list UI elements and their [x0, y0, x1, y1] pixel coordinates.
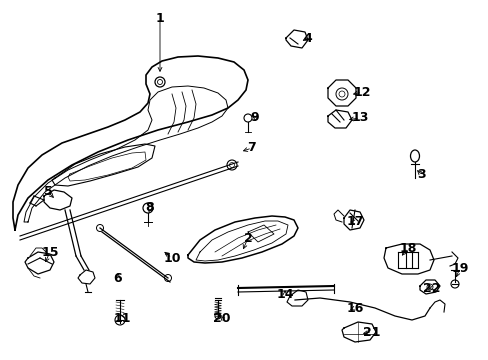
Text: 16: 16 — [346, 301, 363, 315]
Text: 17: 17 — [346, 216, 363, 229]
Text: 9: 9 — [250, 112, 259, 125]
Text: 8: 8 — [145, 202, 154, 215]
Text: 6: 6 — [113, 271, 122, 284]
Text: 7: 7 — [247, 141, 256, 154]
Text: 22: 22 — [423, 282, 440, 294]
Text: 3: 3 — [417, 168, 426, 181]
Text: 12: 12 — [352, 85, 370, 99]
Text: 2: 2 — [243, 231, 252, 244]
Text: 15: 15 — [41, 246, 59, 258]
Text: 20: 20 — [213, 311, 230, 324]
Text: 21: 21 — [363, 325, 380, 338]
Text: 1: 1 — [155, 12, 164, 24]
Text: 13: 13 — [350, 112, 368, 125]
Text: 19: 19 — [450, 261, 468, 274]
Text: 4: 4 — [303, 31, 312, 45]
Text: 11: 11 — [113, 311, 130, 324]
Text: 18: 18 — [399, 242, 416, 255]
Text: 14: 14 — [276, 288, 293, 301]
Text: 10: 10 — [163, 252, 181, 265]
Text: 5: 5 — [43, 185, 52, 198]
